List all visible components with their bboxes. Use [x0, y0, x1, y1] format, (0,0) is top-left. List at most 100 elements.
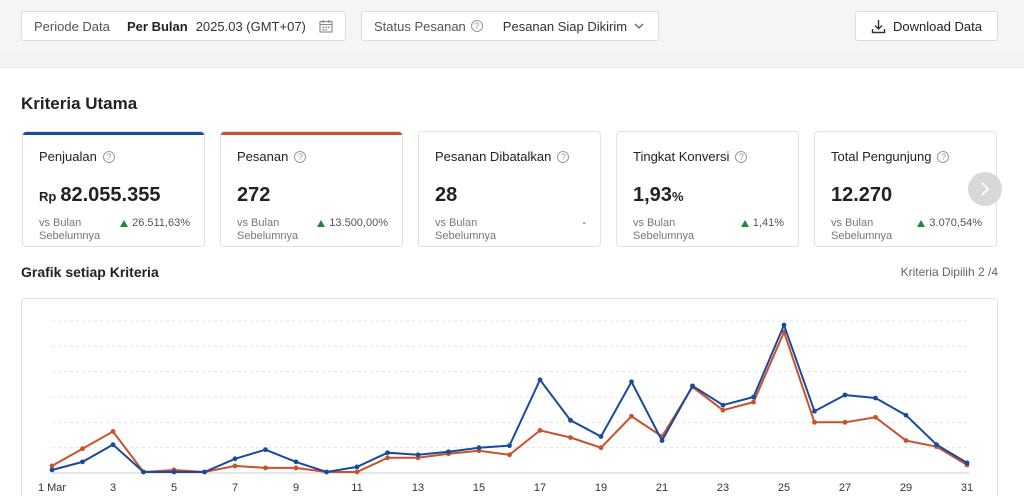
data-point[interactable]	[781, 322, 787, 328]
kpi-card[interactable]: Total Pengunjung? 12.270 vs Bulan Sebelumn…	[814, 131, 997, 247]
data-point[interactable]	[232, 456, 238, 462]
kpi-value: 272	[237, 184, 270, 207]
data-point[interactable]	[80, 446, 85, 452]
data-point[interactable]	[385, 455, 390, 461]
kpi-name: Tingkat Konversi?	[633, 149, 748, 164]
data-point[interactable]	[903, 412, 909, 418]
data-point[interactable]	[446, 449, 451, 455]
chart-container: 1 Mar 3 5 7 9 11 13 15 17 19 21 23 25 27 29 31	[21, 298, 998, 496]
data-point[interactable]	[873, 414, 878, 420]
help-icon[interactable]: ?	[470, 20, 483, 32]
data-point[interactable]	[873, 395, 878, 401]
data-point[interactable]	[751, 399, 756, 405]
data-point[interactable]	[293, 459, 299, 465]
data-point[interactable]	[354, 469, 360, 475]
data-point[interactable]	[110, 442, 116, 448]
kpi-change-value: 26.511,63%	[132, 217, 190, 229]
help-icon[interactable]: ?	[937, 150, 950, 163]
kpi-compare: vs Bulan Sebelumnya	[831, 217, 893, 242]
data-point[interactable]	[415, 452, 421, 458]
kpi-compare: vs Bulan Sebelumnya	[237, 217, 299, 242]
x-tick-label: 7	[232, 482, 238, 494]
main-panel: Kriteria Utama Penjualan? Rp 82.055.355 vs …	[0, 67, 1024, 496]
data-point[interactable]	[568, 435, 573, 440]
data-point[interactable]	[629, 413, 634, 419]
period-mode: Per Bulan	[127, 18, 188, 34]
data-point[interactable]	[80, 459, 85, 465]
data-point[interactable]	[324, 469, 329, 475]
kpi-card[interactable]: Pesanan Dibatalkan? 28 vs Bulan Sebelumnya…	[418, 131, 601, 247]
data-point[interactable]	[171, 469, 177, 475]
criteria-selected[interactable]: Kriteria Dipilih 2 /4	[900, 265, 998, 279]
up-arrow-icon	[740, 219, 749, 227]
kpi-card[interactable]: Pesanan? 272 vs Bulan Sebelumnya 13.500,00%	[220, 131, 403, 247]
kpi-compare: vs Bulan Sebelumnya	[633, 217, 695, 242]
next-kpi-button[interactable]	[968, 172, 1002, 206]
data-point[interactable]	[110, 429, 116, 434]
data-point[interactable]	[49, 467, 55, 473]
x-tick-label: 19	[595, 482, 607, 494]
up-arrow-icon	[317, 219, 326, 227]
help-icon[interactable]: ?	[294, 150, 307, 163]
kpi-compare: vs Bulan Sebelumnya	[39, 217, 101, 242]
period-filter[interactable]: Periode Data Per Bulan 2025.03 (GMT+07)	[21, 11, 346, 41]
kpi-accent-bar	[23, 132, 204, 135]
data-point[interactable]	[202, 469, 207, 475]
help-icon[interactable]: ?	[735, 150, 748, 163]
data-point[interactable]	[690, 383, 695, 389]
data-point[interactable]	[659, 438, 665, 443]
kpi-name-label: Pesanan Dibatalkan	[435, 149, 552, 164]
data-point[interactable]	[537, 377, 543, 383]
data-point[interactable]	[903, 438, 909, 443]
data-point[interactable]	[507, 452, 512, 458]
kpi-accent-bar	[221, 132, 402, 135]
data-point[interactable]	[934, 442, 939, 448]
kpi-prefix: Rp	[39, 189, 57, 204]
kpi-number: 82.055.355	[60, 184, 161, 206]
data-point[interactable]	[964, 460, 970, 466]
help-icon[interactable]: ?	[102, 150, 115, 163]
data-point[interactable]	[354, 464, 360, 470]
kpi-card[interactable]: Tingkat Konversi? 1,93% vs Bulan Sebelumny…	[616, 131, 799, 247]
data-point[interactable]	[141, 469, 146, 475]
data-point[interactable]	[385, 450, 390, 456]
data-point[interactable]	[507, 443, 512, 449]
download-label: Download Data	[893, 18, 982, 34]
data-point[interactable]	[263, 447, 268, 453]
kpi-name: Total Pengunjung?	[831, 149, 950, 164]
data-point[interactable]	[598, 445, 604, 451]
data-point[interactable]	[751, 394, 756, 400]
data-point[interactable]	[812, 408, 817, 414]
data-point[interactable]	[293, 465, 299, 471]
x-tick-label: 11	[351, 482, 362, 494]
data-point[interactable]	[842, 392, 848, 398]
status-filter[interactable]: Status Pesanan ? Pesanan Siap Dikirim	[361, 11, 659, 41]
line-chart: 1 Mar 3 5 7 9 11 13 15 17 19 21 23 25 27 29 31	[38, 320, 973, 494]
data-point[interactable]	[720, 402, 726, 408]
data-point[interactable]	[598, 434, 604, 439]
data-point[interactable]	[720, 407, 726, 413]
data-point[interactable]	[812, 419, 817, 425]
data-point[interactable]	[476, 445, 482, 451]
calendar-icon[interactable]	[319, 19, 333, 33]
data-point[interactable]	[568, 417, 573, 423]
x-tick-label: 1 Mar	[38, 482, 66, 494]
kpi-number: 28	[435, 184, 458, 206]
data-point[interactable]	[263, 465, 268, 471]
data-point[interactable]	[537, 428, 543, 433]
data-point[interactable]	[232, 463, 238, 469]
kpi-card[interactable]: Penjualan? Rp 82.055.355 vs Bulan Sebelumny…	[22, 131, 205, 247]
x-tick-label: 21	[656, 482, 668, 494]
data-point[interactable]	[842, 419, 848, 425]
download-data-button[interactable]: Download Data	[855, 11, 998, 41]
kpi-change: 1,41%	[740, 217, 784, 229]
data-point[interactable]	[629, 379, 634, 385]
kpi-name-label: Pesanan	[237, 149, 289, 164]
kpi-name: Penjualan?	[39, 149, 115, 164]
kpi-number: 1,93	[633, 184, 672, 206]
kpi-name-label: Penjualan	[39, 149, 97, 164]
help-icon[interactable]: ?	[557, 150, 570, 163]
x-tick-label: 17	[534, 482, 546, 494]
data-point[interactable]	[49, 463, 55, 469]
series-line	[51, 322, 968, 474]
